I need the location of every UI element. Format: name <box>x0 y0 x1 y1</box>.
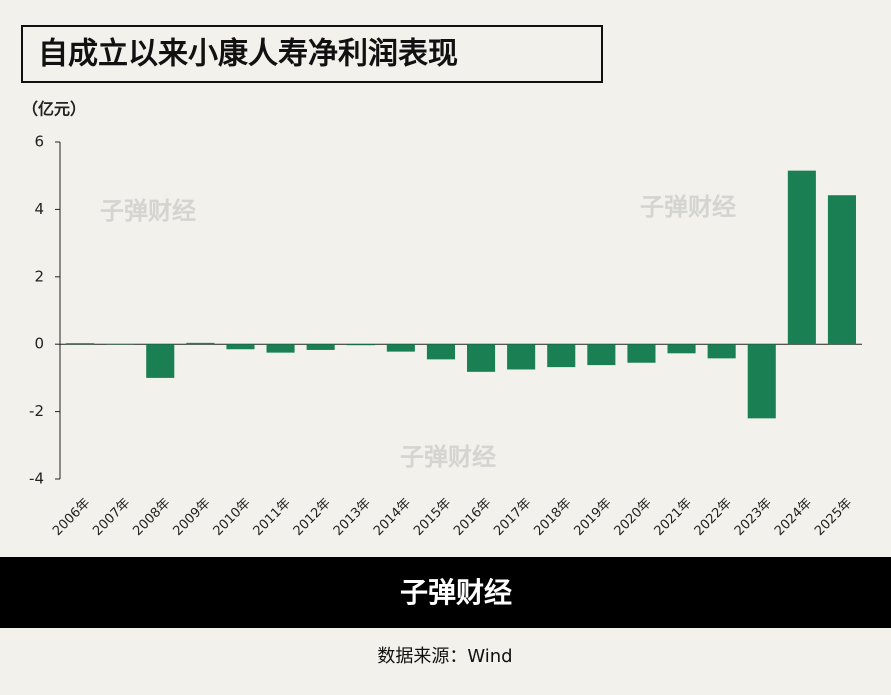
y-tick-label: 6 <box>34 133 44 151</box>
bar <box>707 344 736 359</box>
y-tick-label: 4 <box>34 200 44 218</box>
y-unit: （亿元） <box>22 100 86 119</box>
watermark: 子弹财经 <box>640 193 736 221</box>
bar <box>346 344 375 346</box>
bar <box>186 342 215 345</box>
y-tick-label: -4 <box>29 470 44 488</box>
bar <box>507 344 536 370</box>
bar <box>787 170 816 345</box>
bar <box>146 344 175 378</box>
title-box <box>21 25 603 83</box>
source: 数据来源：Wind <box>377 646 512 667</box>
bar <box>306 344 335 350</box>
y-tick-label: 2 <box>34 267 44 285</box>
bar <box>386 344 415 352</box>
bar <box>587 344 616 366</box>
bar <box>747 344 776 419</box>
watermark: 子弹财经 <box>100 197 196 225</box>
bar <box>467 344 496 372</box>
bar <box>547 344 576 368</box>
footer-band <box>0 557 891 628</box>
brand: 子弹财经 <box>400 576 512 609</box>
bar <box>426 344 455 360</box>
bar <box>66 343 95 345</box>
y-tick-label: 0 <box>34 335 44 353</box>
bar <box>667 344 696 354</box>
bar <box>627 344 656 363</box>
bar <box>827 195 856 345</box>
chart-title: 自成立以来小康人寿净利润表现 <box>38 37 458 72</box>
bar <box>266 344 295 353</box>
bar <box>226 344 255 350</box>
watermark: 子弹财经 <box>400 443 496 471</box>
y-tick-label: -2 <box>29 402 44 420</box>
